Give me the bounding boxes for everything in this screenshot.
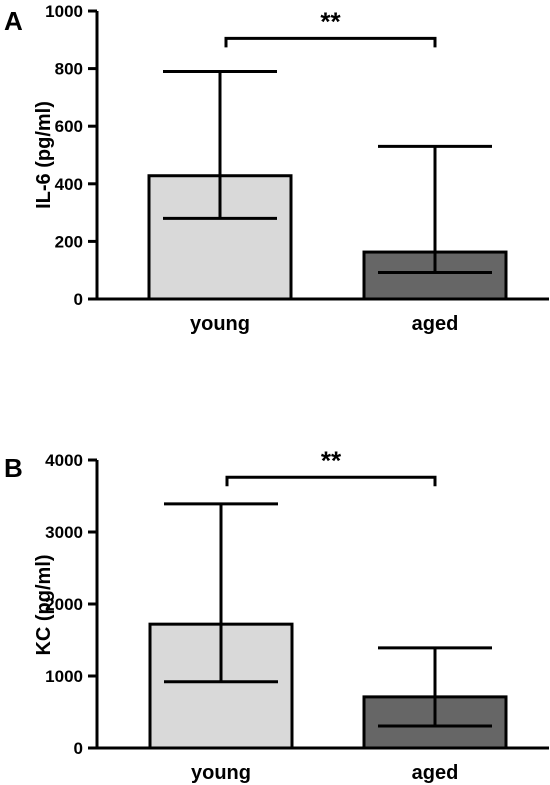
y-tick-label: 400	[55, 175, 83, 194]
y-tick-label: 600	[55, 117, 83, 136]
chart-panel-a: A IL-6 (pg/ml) 0 200 400 600 800 1000 young age…	[4, 2, 549, 335]
y-tick-label: 3000	[45, 523, 83, 542]
chart-panel-b: B KC (pg/ml) 0 1000 2000 3000 4000 young aged *…	[4, 445, 549, 784]
category-label: aged	[412, 313, 459, 335]
y-tick-label: 0	[74, 739, 83, 758]
y-tick-label: 200	[55, 232, 83, 251]
y-tick-label: 0	[74, 290, 83, 309]
y-axis-label: IL-6 (pg/ml)	[33, 101, 55, 209]
panel-label: B	[4, 453, 23, 483]
panel-label: A	[4, 6, 23, 36]
significance-bracket	[224, 36, 437, 48]
category-label: young	[190, 313, 250, 335]
significance-bracket	[225, 475, 437, 487]
significance-label: **	[321, 445, 342, 475]
y-axis-label: KC (pg/ml)	[33, 554, 55, 655]
significance-label: **	[320, 6, 341, 36]
category-label: aged	[412, 762, 459, 784]
y-tick-label: 4000	[45, 451, 83, 470]
y-tick-label: 800	[55, 60, 83, 79]
y-tick-label: 1000	[45, 2, 83, 21]
category-label: young	[191, 762, 251, 784]
y-tick-label: 1000	[45, 667, 83, 686]
y-tick-label: 2000	[45, 595, 83, 614]
